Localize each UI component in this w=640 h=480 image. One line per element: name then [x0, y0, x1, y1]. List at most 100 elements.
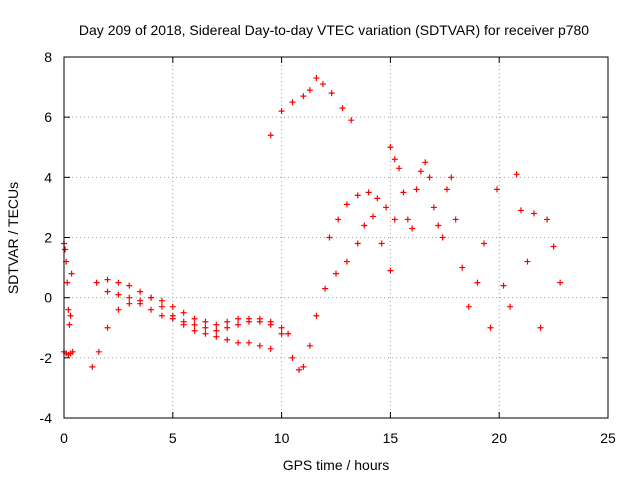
data-point: [448, 174, 455, 181]
series-track-a: [89, 213, 394, 373]
data-point: [474, 279, 481, 286]
gridlines: [64, 57, 608, 418]
y-tick-label: 6: [44, 109, 52, 125]
data-point: [180, 321, 187, 328]
data-point: [213, 333, 220, 340]
data-point: [148, 306, 155, 313]
y-axis-label: SDTVAR / TECUs: [5, 182, 21, 294]
data-point: [289, 354, 296, 361]
series-early-spikes: [61, 240, 75, 328]
series-scatter-18-23: [452, 171, 564, 331]
data-point: [126, 300, 133, 307]
data-point: [391, 216, 398, 223]
data-point: [439, 234, 446, 241]
data-point: [333, 270, 339, 277]
data-point: [480, 240, 487, 247]
data-point: [417, 168, 424, 175]
data-point: [213, 321, 220, 328]
data-point: [104, 276, 111, 283]
data-point: [148, 294, 155, 301]
data-point: [354, 192, 361, 199]
data-point: [369, 213, 376, 220]
data-point: [343, 258, 350, 265]
data-point: [93, 279, 100, 286]
data-point: [126, 294, 133, 301]
data-point: [422, 159, 429, 166]
data-point: [322, 285, 329, 292]
data-point: [289, 99, 296, 106]
data-point: [169, 303, 176, 310]
data-point: [335, 216, 342, 223]
data-point: [245, 339, 252, 346]
data-point: [328, 90, 335, 97]
data-point: [158, 312, 165, 319]
data-point: [313, 75, 320, 82]
data-point: [443, 186, 450, 193]
data-point: [387, 267, 394, 274]
data-point: [235, 321, 242, 328]
data-point: [319, 81, 326, 88]
data-point: [68, 270, 75, 277]
data-point: [89, 363, 96, 370]
data-point: [224, 336, 231, 343]
data-point: [64, 279, 71, 286]
data-point: [409, 225, 416, 232]
series-cluster-15-17: [387, 144, 455, 241]
data-point: [383, 204, 390, 211]
data-point: [65, 306, 72, 313]
data-point: [285, 330, 292, 337]
data-point: [326, 234, 333, 241]
data-point: [354, 240, 361, 247]
data-point: [306, 342, 313, 349]
data-point: [413, 186, 420, 193]
data-point: [202, 324, 209, 331]
x-tick-label: 25: [600, 430, 616, 446]
series-early-low: [61, 348, 76, 358]
chart-title: Day 209 of 2018, Sidereal Day-to-day VTE…: [79, 22, 589, 38]
data-point: [66, 321, 73, 328]
data-point: [180, 309, 187, 316]
data-point: [391, 156, 398, 163]
data-point: [513, 171, 520, 178]
data-point: [278, 108, 285, 115]
data-point: [267, 345, 274, 352]
data-point: [95, 348, 102, 355]
tick-labels: 0 5 10 15 20 25 -4 -2 0 2 4 6 8: [40, 49, 616, 446]
data-point: [213, 327, 220, 334]
data-point: [378, 240, 385, 247]
data-point: [296, 366, 303, 373]
data-point: [343, 201, 350, 208]
data-point: [300, 93, 307, 100]
data-point: [115, 279, 122, 286]
x-tick-label: 15: [383, 430, 399, 446]
data-point: [137, 300, 144, 307]
data-point: [300, 363, 307, 370]
data-point: [339, 105, 346, 112]
x-tick-label: 5: [169, 430, 177, 446]
data-point: [459, 264, 466, 271]
data-point: [115, 291, 122, 298]
data-point: [62, 246, 69, 253]
data-point: [126, 282, 133, 289]
data-point: [158, 303, 165, 310]
data-point: [374, 195, 381, 202]
data-point: [306, 87, 313, 94]
data-point: [557, 279, 564, 286]
data-point: [544, 216, 551, 223]
x-tick-label: 10: [274, 430, 290, 446]
data-point: [278, 330, 285, 337]
data-point: [537, 324, 544, 331]
series-upper-arc: [267, 75, 355, 139]
y-tick-label: 4: [44, 169, 52, 185]
data-point: [69, 348, 76, 355]
data-point: [365, 189, 372, 196]
data-point: [104, 288, 111, 295]
data-point: [169, 315, 176, 322]
y-tick-label: 2: [44, 230, 52, 246]
data-point: [435, 222, 442, 229]
data-point: [494, 186, 501, 193]
plot-frame: [63, 56, 609, 419]
data-point: [348, 117, 355, 124]
data-point: [191, 327, 198, 334]
data-point: [104, 324, 111, 331]
